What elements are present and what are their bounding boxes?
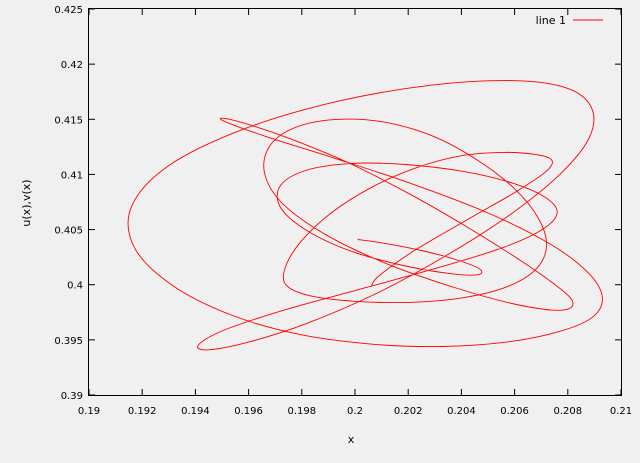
plot-frame	[88, 8, 622, 396]
x-tick-label: 0.19	[78, 406, 100, 417]
x-tick-label: 0.192	[128, 406, 157, 417]
x-tick-label: 0.202	[394, 406, 423, 417]
x-tick-label: 0.21	[610, 406, 632, 417]
x-tick-label: 0.204	[447, 406, 476, 417]
legend-entry-label: line 1	[536, 14, 566, 27]
y-tick-label: 0.415	[54, 115, 83, 126]
y-axis-label: u(x),v(x)	[20, 179, 33, 226]
x-axis-ticks: 0.19 0.192 0.194 0.196 0.198 0.2 0.202 0.204 0.2…	[78, 9, 632, 417]
x-tick-label: 0.196	[234, 406, 263, 417]
x-tick-label: 0.198	[287, 406, 316, 417]
series-line	[127, 80, 603, 351]
y-tick-label: 0.405	[54, 226, 83, 237]
y-tick-label: 0.41	[61, 170, 83, 181]
y-axis-ticks: 0.39 0.395 0.4 0.405 0.41 0.415 0.42 0.425	[54, 5, 621, 402]
x-tick-label: 0.206	[500, 406, 529, 417]
x-tick-label: 0.208	[553, 406, 582, 417]
x-tick-label: 0.194	[181, 406, 210, 417]
series-group	[127, 80, 603, 351]
y-tick-label: 0.4	[67, 281, 83, 292]
x-tick-label: 0.2	[347, 406, 363, 417]
legend: line 1	[536, 14, 603, 27]
y-tick-label: 0.395	[54, 336, 83, 347]
y-tick-label: 0.39	[61, 391, 83, 402]
y-tick-label: 0.42	[61, 60, 83, 71]
x-axis-label: x	[348, 433, 355, 446]
y-tick-label: 0.425	[54, 5, 83, 16]
